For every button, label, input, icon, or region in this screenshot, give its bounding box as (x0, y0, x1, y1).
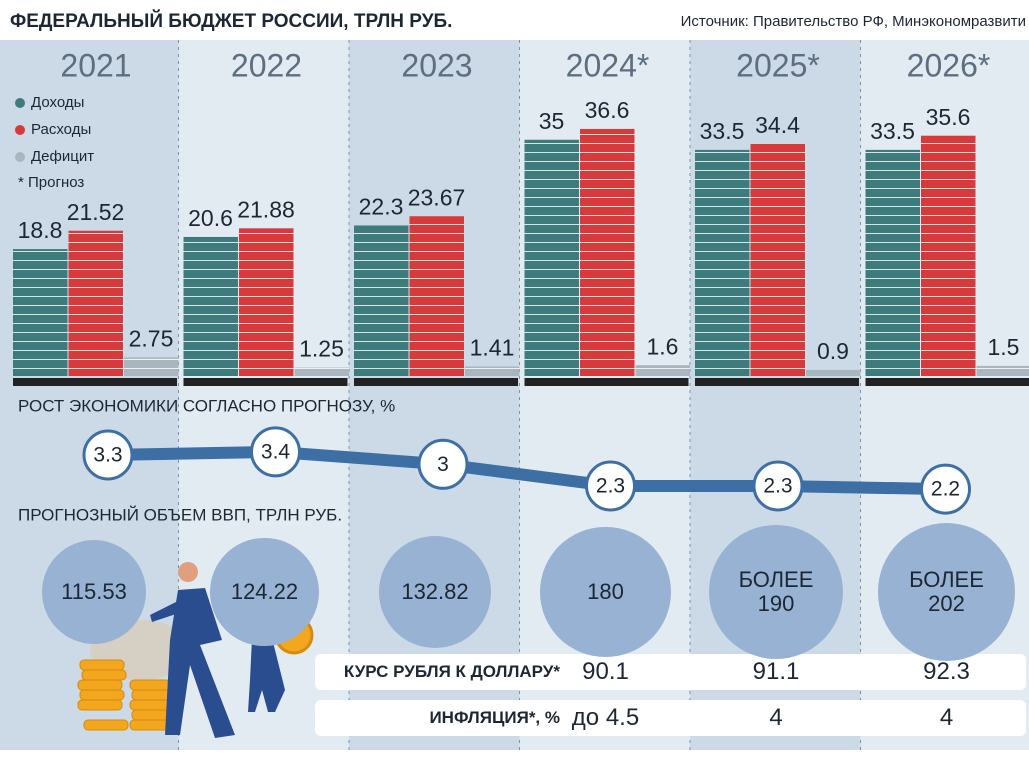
bar (295, 368, 350, 376)
bar (751, 144, 806, 376)
value-label: 21.88 (237, 196, 295, 222)
value-label: 21.52 (67, 199, 125, 225)
year-label: 2024* (566, 47, 650, 83)
value-label: 1.41 (470, 335, 515, 361)
legend-marker (15, 152, 25, 162)
value-label: 34.4 (755, 112, 800, 138)
bar (525, 140, 580, 376)
bubble-label: 132.82 (395, 580, 475, 604)
chart: ФЕДЕРАЛЬНЫЙ БЮДЖЕТ РОССИИ, ТРЛН РУБ. Ист… (0, 0, 1029, 757)
bubble-title: ПРОГНОЗНЫЙ ОБЪЕМ ВВП, ТРЛН РУБ. (18, 505, 342, 524)
value-label: 1.25 (299, 336, 344, 362)
value-label: 18.8 (18, 217, 63, 243)
row-value: 4 (887, 704, 1007, 732)
value-label: 20.6 (188, 205, 233, 231)
bar (184, 237, 239, 376)
gdp-bubble: БОЛЕЕ 202 (878, 523, 1016, 661)
gdp-bubble: 180 (540, 527, 670, 657)
page-title: ФЕДЕРАЛЬНЫЙ БЮДЖЕТ РОССИИ, ТРЛН РУБ. (10, 10, 452, 32)
year-label: 2021 (60, 47, 131, 83)
baseline (695, 378, 859, 386)
bar (69, 231, 124, 376)
gdp-bubble: БОЛЕЕ 190 (709, 525, 843, 659)
bar (866, 150, 921, 376)
table-row: КУРС РУБЛЯ К ДОЛЛАРУ* 90.1 91.1 92.3 (315, 654, 1026, 690)
value-label: 1.5 (988, 334, 1020, 360)
year-label: 2026* (907, 47, 991, 83)
bar (13, 249, 68, 376)
bubble-label: 115.53 (54, 580, 134, 604)
row-value: 90.1 (546, 658, 666, 686)
gdp-bubble: 124.22 (210, 538, 318, 646)
infographic: ФЕДЕРАЛЬНЫЙ БЮДЖЕТ РОССИИ, ТРЛН РУБ. Ист… (0, 0, 1029, 757)
table-row: ИНФЛЯЦИЯ*, % до 4.5 4 4 (315, 700, 1026, 736)
baseline (866, 378, 1029, 386)
row-label: КУРС РУБЛЯ К ДОЛЛАРУ* (344, 662, 560, 682)
row-value: 91.1 (716, 658, 836, 686)
year-label: 2022 (231, 47, 302, 83)
point-label: 2.2 (931, 478, 960, 501)
row-value: до 4.5 (546, 704, 666, 732)
gdp-bubble: 132.82 (379, 536, 491, 648)
value-label: 1.6 (647, 333, 679, 359)
line-title: РОСТ ЭКОНОМИКИ СОГЛАСНО ПРОГНОЗУ, % (18, 396, 395, 415)
bar (354, 225, 409, 376)
bar (410, 216, 465, 376)
value-label: 36.6 (585, 97, 630, 123)
gdp-bubble: 115.53 (42, 540, 146, 644)
source: Источник: Правительство РФ, Минэкономраз… (681, 13, 1026, 30)
row-value: 92.3 (887, 658, 1007, 686)
bubble-label: 124.22 (224, 580, 304, 604)
bubble-label: 180 (565, 580, 645, 604)
value-label: 35.6 (926, 104, 971, 130)
forecast-note: * Прогноз (18, 174, 84, 191)
year-label: 2023 (401, 47, 472, 83)
bar (580, 129, 635, 376)
value-label: 0.9 (817, 338, 849, 364)
value-label: 33.5 (700, 118, 745, 144)
row-label: ИНФЛЯЦИЯ*, % (429, 708, 560, 728)
baseline (13, 378, 177, 386)
legend-marker (15, 125, 25, 135)
bar (239, 228, 294, 376)
value-label: 23.67 (408, 184, 466, 210)
bar (806, 370, 861, 376)
point-label: 2.3 (763, 475, 792, 498)
legend-label: Дефицит (31, 148, 94, 165)
year-label: 2025* (736, 47, 820, 83)
point-label: 3.4 (261, 440, 291, 463)
bar (977, 366, 1029, 376)
legend-label: Расходы (31, 121, 91, 138)
bubble-label: БОЛЕЕ 190 (736, 568, 816, 616)
value-label: 33.5 (870, 118, 915, 144)
bar (921, 136, 976, 376)
bar (465, 366, 520, 376)
baseline (525, 378, 689, 386)
bubble-label: БОЛЕЕ 202 (906, 568, 986, 616)
baseline (184, 378, 348, 386)
value-label: 2.75 (129, 326, 174, 352)
baseline (354, 378, 518, 386)
value-label: 22.3 (359, 194, 404, 220)
row-value: 4 (716, 704, 836, 732)
point-label: 3 (437, 453, 449, 476)
legend-label: Доходы (31, 94, 84, 111)
point-label: 3.3 (93, 444, 122, 467)
legend-marker (15, 98, 25, 108)
point-label: 2.3 (596, 475, 625, 498)
bar (636, 365, 691, 376)
value-label: 35 (539, 108, 565, 134)
bar (124, 357, 179, 376)
bar (695, 150, 750, 376)
